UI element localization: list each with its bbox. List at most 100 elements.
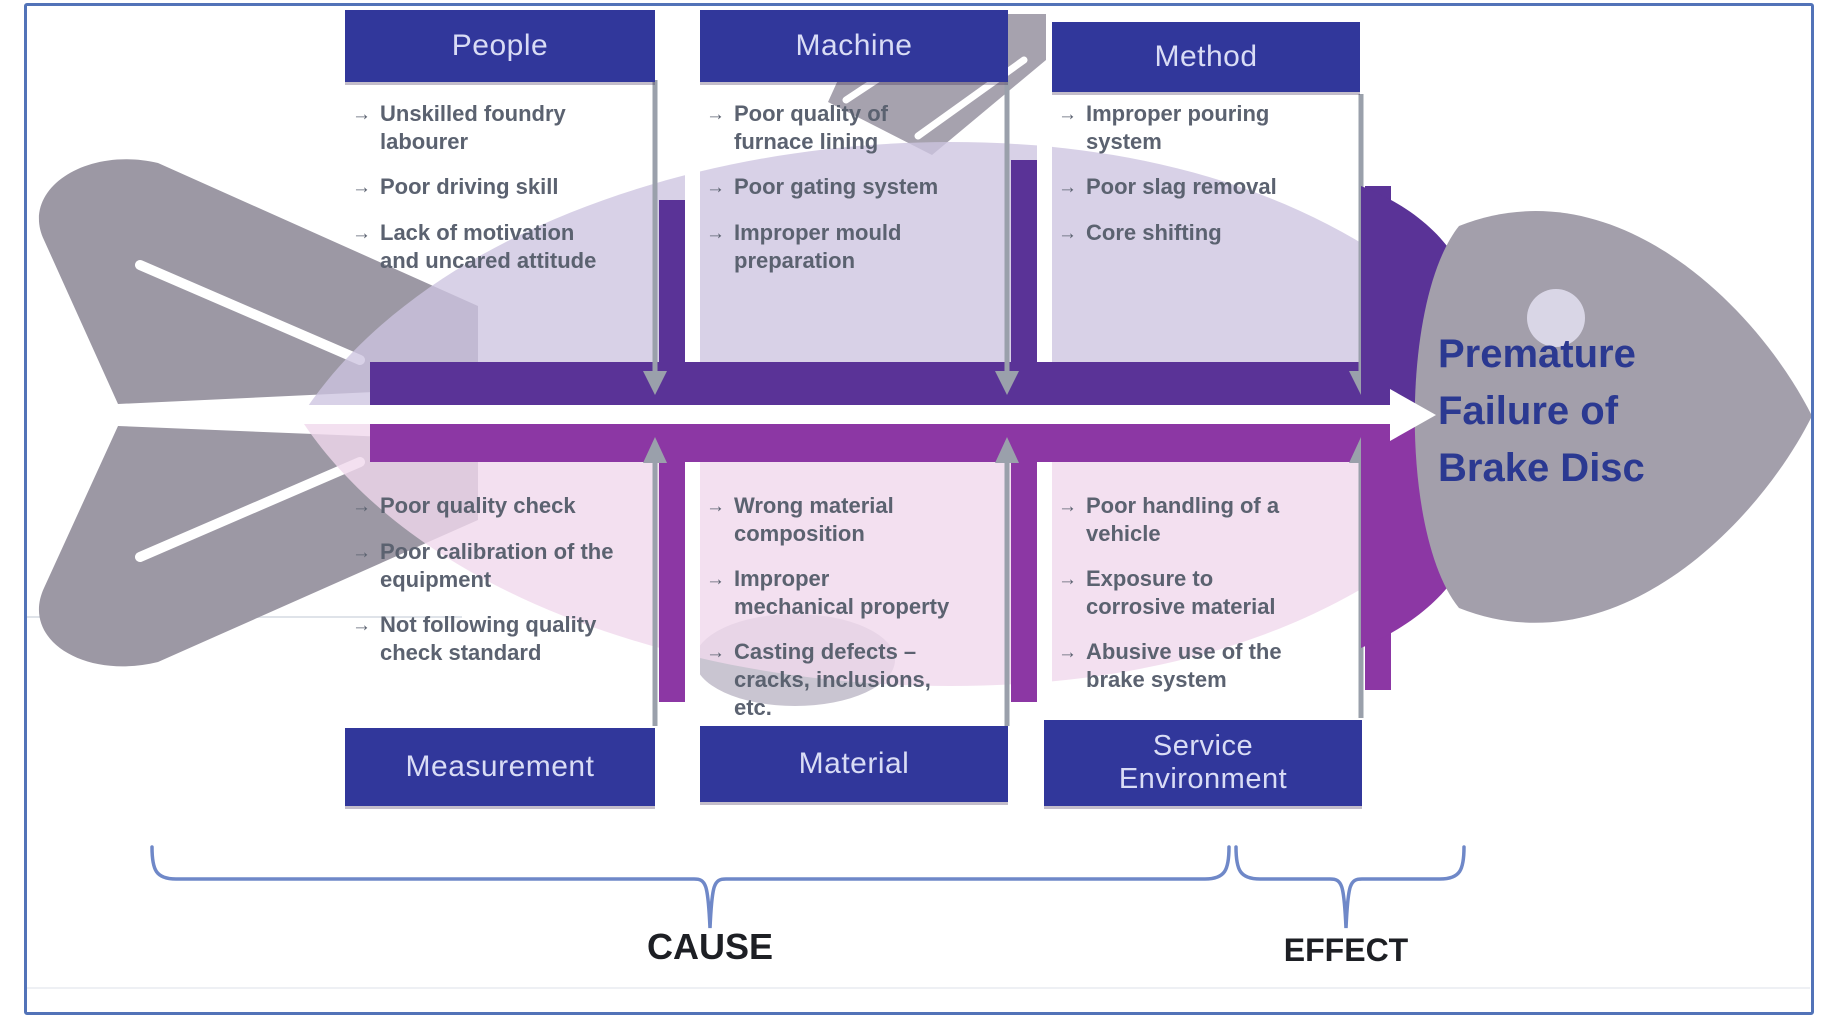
arrow-bullet-icon: → (352, 542, 371, 563)
arrow-bullet-icon: → (706, 642, 725, 663)
connector-arrowhead-down-2 (995, 371, 1019, 395)
cause-item: → Casting defects – cracks, inclusions, e… (706, 638, 954, 722)
cause-item-text: Poor slag removal (1086, 174, 1277, 199)
spine-arrow-shaft (205, 405, 1392, 424)
category-box-service-environment: Service Environment (1044, 720, 1362, 806)
arrow-bullet-icon: → (1058, 177, 1077, 198)
connector-arrowhead-up-1 (643, 437, 667, 463)
spine-arrowhead (1390, 389, 1436, 441)
cause-item-text: Unskilled foundry labourer (380, 101, 566, 154)
cause-item-text: Poor driving skill (380, 174, 559, 199)
cause-item: → Poor quality check (352, 492, 617, 521)
cause-item: → Exposure to corrosive material (1058, 565, 1310, 621)
arrow-bullet-icon: → (352, 177, 371, 198)
cause-item-text: Improper pouring system (1086, 101, 1270, 154)
arrow-bullet-icon: → (1058, 104, 1077, 125)
cause-list-material: → Wrong material composition → Improper me… (706, 492, 954, 739)
spine-upper-band (370, 362, 1424, 406)
cause-item: → Improper pouring system (1058, 100, 1303, 156)
panel-gap (685, 85, 700, 363)
connector-line-top-2 (1004, 80, 1010, 372)
effect-title: Premature Failure of Brake Disc (1438, 332, 1645, 490)
cause-item-text: Exposure to corrosive material (1086, 566, 1276, 619)
connector-arrowhead-up-2 (995, 437, 1019, 463)
cause-item-text: Poor gating system (734, 174, 939, 199)
cause-item: → Poor slag removal (1058, 173, 1303, 202)
cause-item: → Poor quality of furnace lining (706, 100, 971, 156)
panel-gap (1037, 85, 1052, 363)
cause-item: → Wrong material composition (706, 492, 954, 548)
bone-bar-bottom-1 (659, 424, 685, 702)
cause-item-text: Poor handling of a vehicle (1086, 493, 1280, 546)
cause-item: → Not following quality check standard (352, 611, 617, 667)
cause-item-text: Abusive use of the brake system (1086, 639, 1282, 692)
cause-item-text: Improper mould preparation (734, 220, 902, 273)
connector-line-bottom-1 (652, 463, 658, 726)
cause-item: → Improper mould preparation (706, 219, 971, 275)
arrow-bullet-icon: → (1058, 569, 1077, 590)
cause-item-text: Improper mechanical property (734, 566, 950, 619)
category-box-people: People (345, 10, 655, 82)
connector-line-bottom-2 (1004, 463, 1010, 726)
arrow-bullet-icon: → (352, 496, 371, 517)
arrow-bullet-icon: → (706, 223, 725, 244)
effect-label: EFFECT (1283, 932, 1409, 968)
connector-arrowhead-down-1 (643, 371, 667, 395)
cause-label: CAUSE (646, 926, 774, 967)
category-label: Service Environment (1118, 729, 1288, 795)
cause-item: → Improper mechanical property (706, 565, 954, 621)
tail-stripe-top (135, 260, 365, 365)
arrow-bullet-icon: → (1058, 496, 1077, 517)
category-box-measurement: Measurement (345, 728, 655, 806)
cause-list-people: → Unskilled foundry labourer → Poor drivin… (352, 100, 614, 292)
tail-stripe-bottom (135, 457, 365, 562)
spine-lower-band (370, 424, 1424, 462)
panel-gap (1037, 462, 1052, 706)
cause-item: → Poor driving skill (352, 173, 614, 202)
arrow-bullet-icon: → (706, 569, 725, 590)
arrow-bullet-icon: → (352, 223, 371, 244)
category-box-material: Material (700, 726, 1008, 802)
cause-item: → Lack of motivation and uncared attitude (352, 219, 614, 275)
category-box-machine: Machine (700, 10, 1008, 82)
fish-head (1414, 211, 1812, 623)
cause-item: → Unskilled foundry labourer (352, 100, 614, 156)
arrow-bullet-icon: → (706, 496, 725, 517)
cause-item-text: Casting defects – cracks, inclusions, et… (734, 639, 931, 720)
cause-list-service-environment: → Poor handling of a vehicle → Exposure to… (1058, 492, 1310, 711)
cause-list-machine: → Poor quality of furnace lining → Poor ga… (706, 100, 971, 292)
cause-item-text: Wrong material composition (734, 493, 894, 546)
category-label: Method (1154, 39, 1258, 73)
category-label: People (451, 28, 549, 62)
cause-item-text: Lack of motivation and uncared attitude (380, 220, 597, 273)
arrow-bullet-icon: → (706, 177, 725, 198)
cause-list-measurement: → Poor quality check → Poor calibration of… (352, 492, 617, 684)
cause-item-text: Not following quality check standard (380, 612, 597, 665)
category-box-method: Method (1052, 22, 1360, 92)
cause-item-text: Poor calibration of the equipment (380, 539, 614, 592)
cause-item: → Abusive use of the brake system (1058, 638, 1310, 694)
fish-body-lower (300, 418, 1542, 686)
arrow-bullet-icon: → (1058, 642, 1077, 663)
cause-item-text: Core shifting (1086, 220, 1222, 245)
arrow-bullet-icon: → (352, 104, 371, 125)
cause-item: → Poor handling of a vehicle (1058, 492, 1310, 548)
panel-gap (685, 462, 700, 706)
fish-body-upper (300, 142, 1542, 418)
arrow-bullet-icon: → (706, 104, 725, 125)
cause-item-text: Poor quality of furnace lining (734, 101, 888, 154)
category-label: Measurement (405, 749, 595, 783)
arrow-bullet-icon: → (1058, 223, 1077, 244)
bone-bar-bottom-2 (1011, 424, 1037, 702)
arrow-bullet-icon: → (352, 615, 371, 636)
category-label: Machine (795, 28, 913, 62)
cause-list-method: → Improper pouring system → Poor slag remo… (1058, 100, 1303, 265)
cause-item: → Poor calibration of the equipment (352, 538, 617, 594)
effect-bracket (1234, 845, 1466, 929)
fish-tail (38, 159, 478, 667)
category-label: Material (798, 746, 910, 780)
cause-item-text: Poor quality check (380, 493, 576, 518)
cause-item: → Core shifting (1058, 219, 1303, 248)
